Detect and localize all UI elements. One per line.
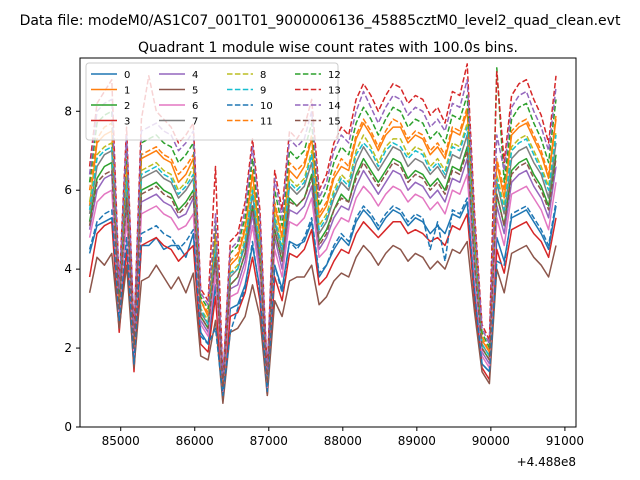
series-line-7 — [88, 134, 557, 389]
series-line-6 — [88, 173, 557, 393]
legend-label-9: 9 — [260, 86, 266, 97]
legend-label-14: 14 — [328, 101, 341, 112]
legend-label-5: 5 — [192, 86, 198, 97]
legend-label-3: 3 — [124, 117, 130, 128]
series-line-9 — [88, 126, 557, 389]
x-offset-label: +4.488e8 — [517, 455, 576, 469]
plot-frame — [79, 57, 577, 428]
legend-label-0: 0 — [124, 70, 130, 81]
series-line-10 — [88, 197, 557, 397]
y-tick-label: 6 — [64, 183, 72, 197]
y-tick-label: 8 — [64, 104, 72, 118]
legend-label-15: 15 — [328, 117, 341, 128]
series-line-4 — [88, 157, 557, 393]
legend-label-8: 8 — [260, 70, 266, 81]
chart-title: Quadrant 1 module wise count rates with … — [138, 40, 518, 56]
chart-suptitle: Data file: modeM0/AS1C07_001T01_90000061… — [20, 13, 621, 29]
legend-box — [85, 62, 339, 141]
x-tick-label: 88000 — [324, 434, 362, 448]
x-tick-label: 91000 — [546, 434, 584, 448]
series-line-1 — [88, 110, 557, 385]
x-axis: 85000 86000 87000 88000 89000 90000 91000 — [102, 427, 584, 448]
series-line-11 — [88, 106, 557, 385]
y-tick-label: 4 — [64, 262, 72, 276]
y-tick-label: 0 — [64, 420, 72, 434]
legend-label-6: 6 — [192, 101, 198, 112]
x-tick-label: 85000 — [102, 434, 140, 448]
x-tick-label: 87000 — [250, 434, 288, 448]
legend-label-1: 1 — [124, 86, 130, 97]
x-tick-label: 86000 — [176, 434, 214, 448]
legend-label-7: 7 — [192, 117, 198, 128]
legend-label-4: 4 — [192, 70, 198, 81]
series-line-0 — [88, 201, 557, 397]
legend-label-12: 12 — [328, 70, 341, 81]
x-tick-label: 90000 — [472, 434, 510, 448]
legend-label-13: 13 — [328, 86, 341, 97]
y-axis: 0 2 4 6 8 — [64, 104, 80, 434]
legend-label-2: 2 — [124, 101, 130, 112]
series-line-3 — [88, 213, 557, 401]
legend-label-10: 10 — [260, 101, 273, 112]
y-tick-label: 2 — [64, 341, 72, 355]
series-line-8 — [88, 122, 557, 389]
series-line-5 — [88, 240, 557, 405]
x-tick-label: 89000 — [398, 434, 436, 448]
series-line-15 — [88, 149, 557, 389]
legend-label-11: 11 — [260, 117, 273, 128]
